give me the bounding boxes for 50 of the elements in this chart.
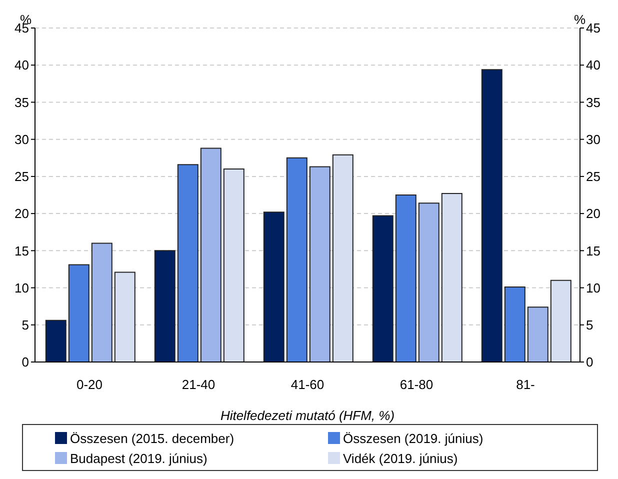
bar: [441, 193, 462, 362]
x-tick-label: 81-: [516, 377, 535, 392]
y-tick-label: 15: [14, 243, 29, 258]
legend-label: Összesen (2019. június): [343, 430, 484, 446]
bar: [154, 250, 176, 362]
y2-tick-label: 25: [586, 169, 600, 184]
legend-label: Vidék (2019. június): [343, 450, 458, 466]
bar: [309, 166, 330, 362]
bar: [200, 148, 222, 362]
y-tick-label: 10: [14, 280, 29, 296]
y2-tick-label: 0: [586, 354, 594, 370]
y-tick-label: 20: [14, 206, 29, 222]
x-axis-title: Hitelfedezeti mutató (HFM, %): [220, 408, 395, 423]
y-tick-label: 40: [14, 58, 29, 73]
y2-tick-label: 30: [586, 132, 600, 147]
bar: [114, 272, 136, 362]
y-tick-label: 0: [22, 354, 29, 370]
x-tick-label: 21-40: [182, 377, 216, 392]
y-tick-label: 5: [22, 318, 29, 333]
legend-label: Budapest (2019. június): [70, 450, 208, 466]
bar: [504, 286, 526, 362]
y2-tick-label: 10: [586, 280, 600, 296]
x-tick-label: 41-60: [290, 377, 324, 392]
bar: [395, 194, 416, 362]
bar: [177, 164, 198, 362]
bar: [481, 69, 502, 362]
y2-tick-label: 15: [586, 243, 600, 258]
y2-tick-label: 40: [586, 58, 600, 73]
bar: [45, 320, 66, 362]
bar: [332, 154, 354, 362]
bar: [223, 168, 244, 362]
y-tick-label: 30: [14, 132, 29, 147]
y2-axis-title: %: [574, 12, 586, 27]
y2-tick-label: 35: [586, 94, 600, 110]
y-tick-label: 35: [14, 94, 29, 110]
bar: [527, 306, 548, 362]
legend-label: Összesen (2015. december): [70, 430, 234, 446]
bar: [91, 242, 112, 362]
x-tick-label: 61-80: [400, 377, 434, 392]
y-tick-label: 25: [14, 169, 29, 184]
x-tick-label: 0-20: [76, 377, 103, 392]
bar: [68, 264, 90, 362]
bar: [372, 215, 394, 362]
bar: [286, 157, 308, 362]
y2-tick-label: 5: [586, 318, 594, 333]
bar: [263, 212, 284, 362]
y2-tick-label: 20: [586, 206, 600, 222]
y2-tick-label: 45: [586, 20, 600, 36]
bar: [418, 202, 440, 362]
bar: [550, 280, 572, 362]
